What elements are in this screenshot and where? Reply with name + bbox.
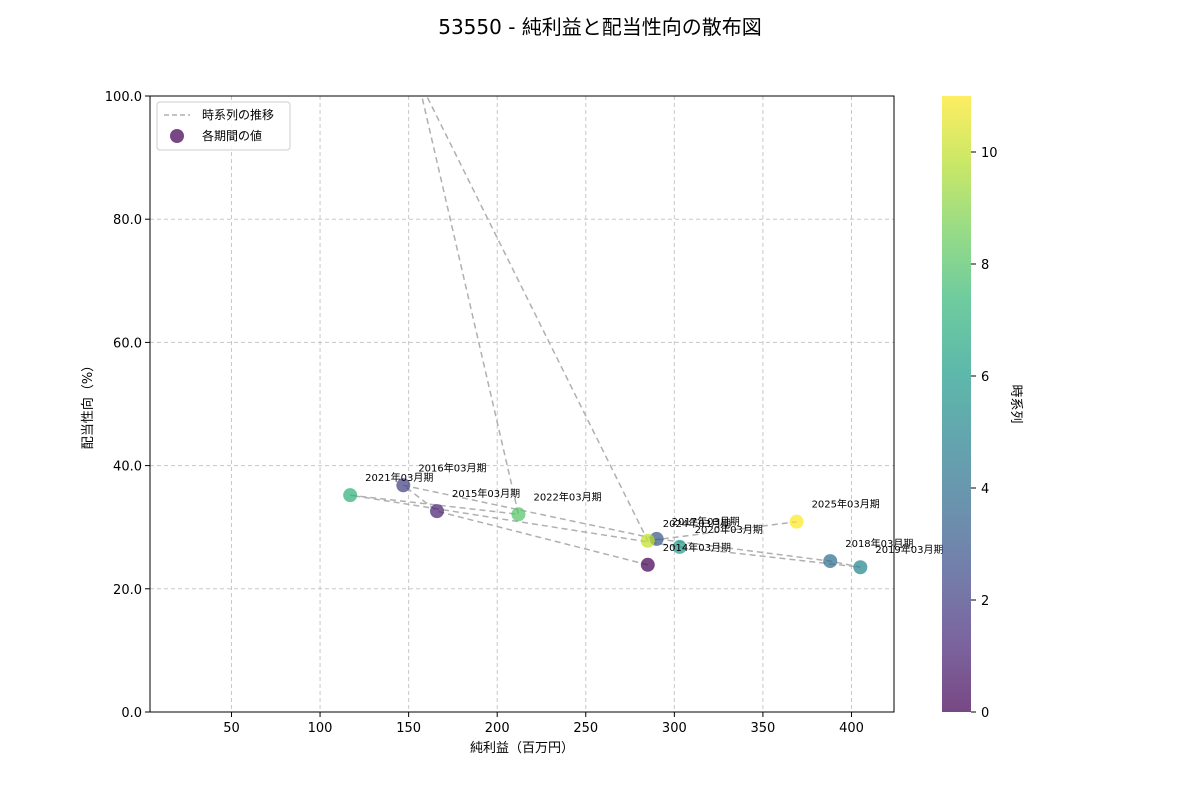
point-label: 2020年03月期 [695,523,763,536]
colorbar-gradient [942,96,971,712]
y-tick-label: 100.0 [105,90,142,105]
data-point [396,478,411,493]
axes-layer: 50 100 150 200 250 300 350 400 0.0 20.0 40.0 60.0 80… [105,90,864,736]
x-tick-label: 400 [839,721,864,736]
colorbar-tick-label: 0 [981,706,989,721]
data-point [343,488,358,503]
point-label: 2018年03月期 [845,537,913,550]
colorbar-tick-label: 8 [981,258,989,273]
data-point [429,504,444,519]
point-label: 2025年03月期 [812,498,880,511]
data-point [823,554,838,569]
legend-box [156,101,291,151]
colorbar-label: 時系列 [1008,384,1023,423]
x-tick-label: 200 [485,721,510,736]
y-axis-label: 配当性向（%） [80,359,96,449]
colorbar-ticks: 0 2 4 6 8 10 [971,146,998,721]
x-tick-label: 100 [308,721,333,736]
colorbar-tick-label: 6 [981,370,989,385]
point-label: 2017年03月期 [672,515,740,528]
x-tick-label: 150 [396,721,421,736]
grid-layer [150,95,894,713]
point-label: 2019年03月期 [875,543,943,556]
y-tick-label: 20.0 [113,583,142,598]
colorbar-tick-label: 4 [981,482,989,497]
point-label: 2016年03月期 [418,461,486,474]
data-point [640,533,655,548]
y-tick-label: 60.0 [113,336,142,351]
plot-frame [149,95,895,713]
data-point [672,539,687,554]
y-tick-label: 0.0 [121,706,142,721]
point-label: 2021年03月期 [365,471,433,484]
point-label: 2022年03月期 [533,490,601,503]
colorbar-tick-label: 10 [981,146,998,161]
trajectory-layer [350,96,861,568]
data-point [640,557,655,572]
point-label: 2024年03月期 [663,517,731,530]
x-tick-label: 250 [573,721,598,736]
data-point [511,507,526,522]
y-tick-label: 80.0 [113,213,142,228]
x-tick-label: 300 [662,721,687,736]
x-tick-label: 350 [751,721,776,736]
data-point [853,560,868,575]
legend-marker-swatch [170,129,184,143]
chart-title: 53550 - 純利益と配当性向の散布図 [438,15,762,39]
data-point [789,514,804,529]
point-labels-layer: 2014年03月期 2015年03月期 2016年03月期 2017年03月期 2018… [365,461,943,556]
legend-entry-points: 各期間の値 [202,128,262,143]
points-layer [343,71,868,575]
legend: 時系列の推移 各期間の値 [156,101,291,151]
point-label: 2014年03月期 [663,541,731,554]
trajectory-line [350,96,861,568]
data-point [410,71,424,85]
colorbar-tick-label: 2 [981,594,989,609]
legend-entry-trajectory: 時系列の推移 [202,108,274,122]
colorbar: 0 2 4 6 8 10 時系列 [942,96,1023,721]
y-tick-label: 40.0 [113,460,142,475]
x-tick-label: 50 [223,721,240,736]
x-axis-label: 純利益（百万円） [470,741,574,756]
point-label: 2015年03月期 [452,487,520,500]
